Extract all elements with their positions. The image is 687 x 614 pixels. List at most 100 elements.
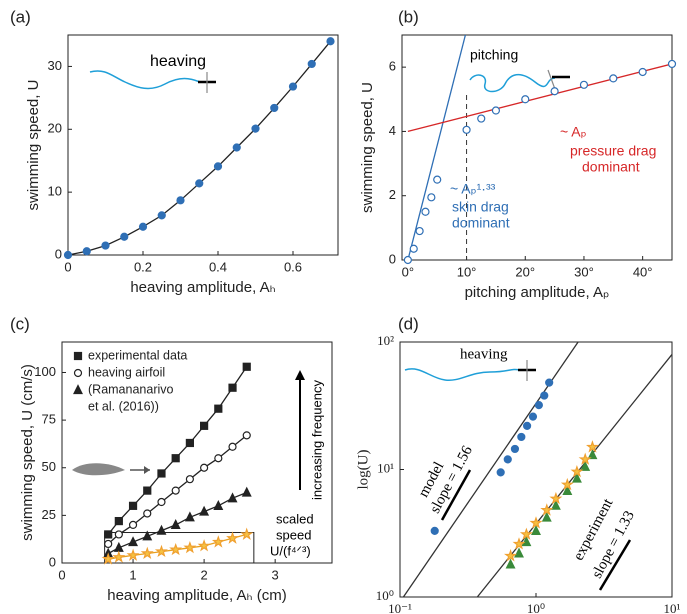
point bbox=[430, 526, 439, 535]
x-tick-label: 30° bbox=[574, 264, 594, 279]
point bbox=[580, 460, 591, 471]
y-tick-label: 0 bbox=[55, 246, 62, 261]
x-tick-label: 0° bbox=[402, 264, 414, 279]
y-tick-label: 50 bbox=[42, 459, 56, 474]
point bbox=[126, 548, 140, 561]
point bbox=[176, 196, 185, 205]
point bbox=[101, 552, 115, 565]
sketch-a bbox=[89, 70, 216, 93]
point bbox=[521, 95, 530, 104]
point bbox=[517, 432, 526, 442]
annotation: pitching bbox=[470, 47, 518, 63]
series-line bbox=[108, 533, 247, 560]
point bbox=[73, 351, 83, 361]
annotation: ~ Aₚ bbox=[560, 124, 587, 140]
y-tick-label: 25 bbox=[42, 507, 56, 522]
legend-label: experimental data bbox=[88, 348, 187, 362]
x-tick-label: 2 bbox=[200, 567, 207, 582]
plot-frame bbox=[67, 34, 339, 256]
y-tick-label: 4 bbox=[389, 123, 396, 138]
point bbox=[241, 486, 252, 497]
y-tick-label: 10¹ bbox=[377, 460, 394, 475]
point bbox=[586, 440, 599, 453]
point bbox=[197, 539, 211, 552]
y-tick-label: 2 bbox=[389, 187, 396, 202]
panel-label: (c) bbox=[10, 314, 30, 333]
point bbox=[510, 444, 520, 454]
y-tick-label: 10 bbox=[48, 184, 62, 199]
point bbox=[169, 542, 183, 556]
point bbox=[570, 464, 584, 478]
point bbox=[154, 544, 168, 558]
annotation: increasing frequency bbox=[309, 380, 324, 500]
point bbox=[503, 455, 512, 464]
point bbox=[496, 468, 505, 477]
point bbox=[579, 80, 589, 89]
y-axis-label: swimming speed, U bbox=[25, 80, 42, 211]
annotation: heaving bbox=[460, 346, 508, 362]
point bbox=[521, 536, 532, 547]
x-axis-label: heaving amplitude, Aₕ bbox=[130, 279, 275, 296]
point bbox=[421, 207, 430, 216]
point bbox=[540, 503, 554, 516]
point bbox=[512, 537, 526, 550]
point bbox=[199, 505, 210, 516]
point bbox=[560, 477, 574, 491]
point bbox=[200, 421, 209, 430]
point bbox=[550, 87, 559, 96]
point bbox=[120, 232, 129, 241]
point bbox=[211, 535, 225, 548]
point bbox=[73, 368, 83, 378]
point bbox=[82, 247, 91, 256]
series-line bbox=[407, 35, 467, 260]
point bbox=[519, 527, 533, 540]
point bbox=[433, 175, 442, 184]
point bbox=[214, 404, 223, 413]
point bbox=[143, 509, 152, 518]
point bbox=[213, 162, 223, 171]
point bbox=[143, 486, 152, 495]
y-tick-label: 0 bbox=[389, 251, 396, 266]
point bbox=[226, 531, 240, 544]
point bbox=[549, 491, 563, 505]
annotation: pressure drag bbox=[570, 143, 656, 159]
point bbox=[170, 519, 181, 529]
point bbox=[587, 449, 598, 460]
point bbox=[156, 524, 167, 535]
y-tick-label: 10⁰ bbox=[376, 588, 394, 603]
point bbox=[415, 226, 424, 236]
point bbox=[540, 391, 549, 400]
x-tick-label: 0.6 bbox=[284, 259, 302, 274]
y-tick-label: 6 bbox=[389, 59, 396, 74]
point bbox=[534, 400, 543, 410]
point bbox=[504, 549, 518, 562]
panel-label: (b) bbox=[398, 7, 419, 26]
panel-label: (d) bbox=[398, 314, 419, 333]
x-tick-label: 10⁰ bbox=[527, 601, 545, 614]
annotation: ~ Aₚ¹·³³ bbox=[450, 181, 496, 197]
point bbox=[73, 384, 83, 395]
point bbox=[171, 454, 180, 463]
point bbox=[578, 452, 592, 465]
point bbox=[550, 499, 561, 510]
x-tick-label: 20° bbox=[515, 264, 535, 279]
point bbox=[183, 541, 197, 554]
point bbox=[112, 550, 126, 563]
point bbox=[545, 378, 554, 387]
point bbox=[491, 106, 501, 115]
point bbox=[185, 438, 194, 448]
annotation: U/(f⁴ᐟ³) bbox=[270, 543, 311, 558]
point bbox=[288, 82, 298, 91]
legend-label: (Ramananarivo bbox=[88, 382, 174, 396]
x-axis-label: heaving amplitude, Aₕ (cm) bbox=[107, 587, 286, 604]
panel-label: (a) bbox=[10, 7, 31, 26]
point bbox=[228, 383, 237, 392]
point bbox=[171, 486, 180, 495]
x-tick-label: 10¹ bbox=[664, 601, 681, 614]
point bbox=[157, 211, 166, 220]
annotation: skin drag bbox=[452, 199, 509, 215]
y-tick-label: 75 bbox=[42, 412, 56, 427]
point bbox=[562, 485, 573, 495]
y-tick-label: 0 bbox=[49, 554, 56, 569]
